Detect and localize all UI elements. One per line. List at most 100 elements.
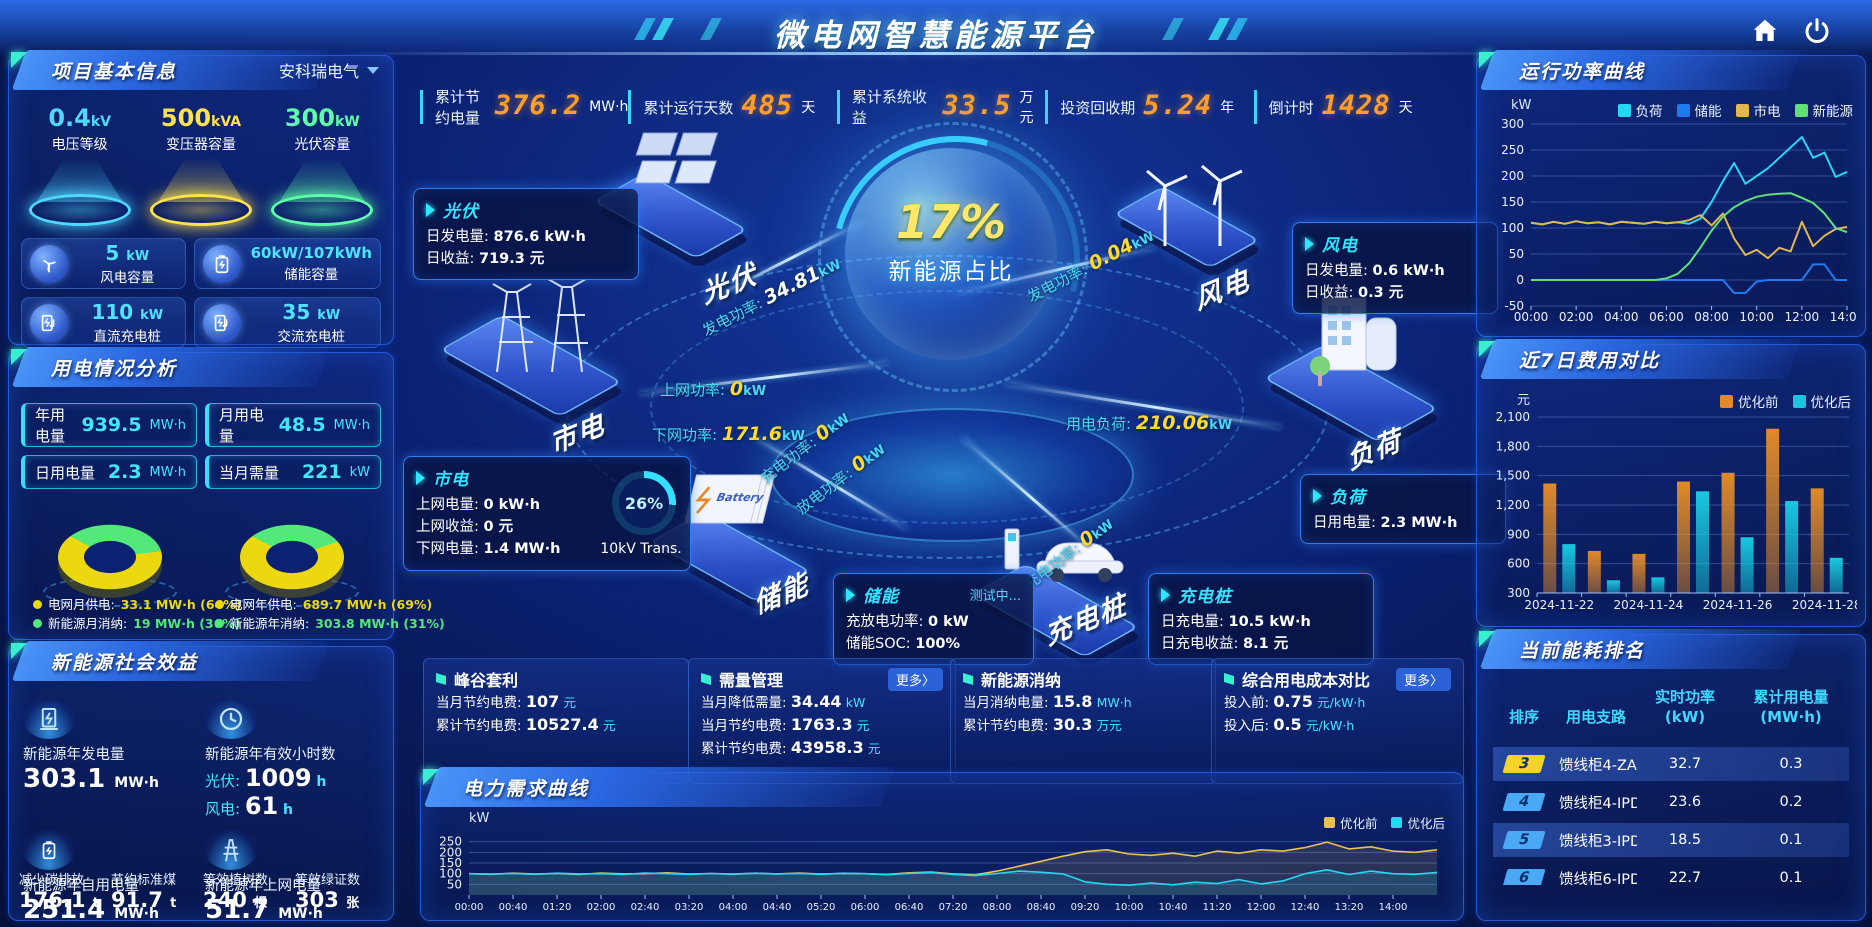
- kpi-label: 累计系统收益: [851, 88, 927, 127]
- company-select[interactable]: 安科瑞电气: [279, 58, 379, 82]
- info-box-value: 1.4 MW·h: [483, 541, 561, 557]
- podium-value: 500kVA: [140, 104, 261, 132]
- table-row[interactable]: 5 馈线柜3-IPD... 18.5 0.1: [1493, 823, 1849, 857]
- panel-benefits: 新能源社会效益 新能源年发电量 303.1 MW·h 新能源年有效小时数 光伏: 10…: [8, 641, 394, 925]
- flow-name: 下网功率:: [652, 426, 718, 444]
- y-axis-unit: kW: [469, 811, 490, 826]
- legend-item-优化后[interactable]: 优化后: [1792, 391, 1851, 411]
- flow-unit: kW: [781, 429, 805, 444]
- card-value: 107: [525, 692, 560, 711]
- charger-icon: [202, 303, 241, 342]
- svg-text:2024-11-28: 2024-11-28: [1792, 598, 1857, 612]
- info-box-row: 日发电量: 0.6 kW·h: [1305, 263, 1445, 279]
- chevron-right-icon: [1313, 488, 1322, 503]
- legend-row: 新能源年消纳: 303.8 MW·h (31%): [201, 614, 445, 633]
- legend-item-市电[interactable]: 市电: [1735, 100, 1781, 120]
- power-value: 32.7: [1668, 756, 1702, 772]
- table-row[interactable]: 3 馈线柜4-ZAL总 32.7 0.3: [1493, 747, 1849, 781]
- ranking-column-header: 实时功率 (kW): [1654, 688, 1715, 726]
- card-title-icon: [1224, 673, 1234, 685]
- info-box-负荷: 负荷 日用电量: 2.3 MW·h: [1300, 474, 1506, 544]
- more-button[interactable]: 更多〉: [887, 667, 943, 691]
- svg-text:13:20: 13:20: [1335, 902, 1364, 913]
- donut-disc: [58, 524, 162, 590]
- more-button[interactable]: 更多〉: [1395, 667, 1451, 691]
- home-icon[interactable]: [1750, 16, 1780, 46]
- capacity-value: 35 kW: [282, 300, 341, 324]
- renewable-ratio-value: 17%: [895, 195, 1007, 249]
- info-box-title-row: 充电桩: [1161, 582, 1361, 607]
- status-badge: 测试中...: [969, 589, 1021, 604]
- sphere-arc-ring: [818, 122, 1088, 392]
- legend-value: 33.1 MW·h (64%): [120, 597, 242, 612]
- svg-text:-50: -50: [1504, 299, 1524, 313]
- benefit-mini-label: 节约标准煤: [111, 873, 177, 888]
- svg-text:02:00: 02:00: [587, 902, 616, 913]
- card-unit: 元: [603, 718, 616, 733]
- chevron-right-icon: [1161, 587, 1170, 602]
- island-负荷: [1255, 297, 1443, 442]
- card-title-icon: [963, 673, 973, 685]
- capacity-card-text: 110 kW 直流充电桩: [78, 300, 177, 345]
- svg-text:1,200: 1,200: [1496, 498, 1530, 512]
- benefit-label: 新能源年上网电量: [205, 878, 321, 894]
- svg-text:10:00: 10:00: [1115, 902, 1144, 913]
- rank-cell: 6: [1493, 869, 1555, 885]
- svg-text:1,800: 1,800: [1496, 439, 1530, 453]
- info-box-title-row: 市电: [416, 465, 678, 490]
- legend-item-优化前[interactable]: 优化前: [1720, 391, 1779, 411]
- card-unit: 元: [563, 695, 577, 710]
- power-icon[interactable]: [1802, 16, 1832, 46]
- island-name-label: 风电: [1192, 264, 1254, 317]
- charger-icon: [30, 303, 68, 342]
- table-row[interactable]: 6 馈线柜6-IPD 22.7 0.1: [1493, 861, 1849, 885]
- info-box-value: 719.3 元: [479, 251, 545, 267]
- table-row[interactable]: 4 馈线柜4-IPD... 23.6 0.2: [1493, 785, 1849, 819]
- benefit-value: 61: [244, 792, 279, 820]
- transformer-label: 10kV Trans.: [600, 541, 682, 557]
- benefit-value: 251.4 MW·h: [23, 895, 159, 925]
- panel-title: 电力需求曲线: [463, 778, 590, 800]
- legend-swatch-icon: [1676, 103, 1690, 117]
- benefit-unit: MW·h: [114, 906, 159, 922]
- info-box-value: 100%: [915, 636, 961, 652]
- card-value: 0.5: [1273, 715, 1302, 734]
- benefit-blocks: 新能源年发电量 303.1 MW·h 新能源年有效小时数 光伏: 1009 h 风电: …: [23, 699, 379, 925]
- flow-value: 210.06: [1135, 412, 1210, 434]
- grid-island-icon: [438, 257, 636, 381]
- legend-item-优化前[interactable]: 优化前: [1323, 813, 1377, 832]
- legend-item-优化后[interactable]: 优化后: [1391, 813, 1445, 832]
- legend-item-新能源[interactable]: 新能源: [1794, 100, 1853, 120]
- info-box-title-row: 负荷: [1313, 483, 1493, 508]
- svg-text:04:40: 04:40: [763, 902, 792, 913]
- legend-item-储能[interactable]: 储能: [1676, 100, 1722, 120]
- info-box-value: 0.6 kW·h: [1372, 263, 1445, 279]
- panel-power-header: 运行功率曲线: [1473, 50, 1865, 90]
- card-row: 累计节约电费: 43958.3 元: [701, 738, 881, 757]
- info-box-title-row: 风电: [1305, 231, 1485, 256]
- corner-icon: [11, 643, 27, 659]
- legend-label: 新能源年消纳:: [230, 616, 310, 631]
- kpi-item: 累计运行天数 485 天: [628, 90, 836, 124]
- svg-text:300: 300: [1501, 118, 1524, 131]
- supply-donut-chart: 电网月供电: 33.1 MW·h (64%) 新能源月消纳: 19 MW·h (36%…: [19, 499, 241, 631]
- legend-item-负荷[interactable]: 负荷: [1617, 100, 1663, 120]
- flow-value: 171.6: [721, 423, 782, 445]
- benefit-unit: MW·h: [114, 775, 159, 791]
- capacity-label: 直流充电桩: [93, 329, 162, 345]
- usage-stat-value: 48.5: [278, 414, 326, 436]
- light-cone-icon: [157, 158, 244, 202]
- panel-cost-compare: 近7日费用对比 元 优化前 优化后 2,100 1,800 1,500 1,200 900…: [1476, 339, 1866, 627]
- svg-text:08:00: 08:00: [1694, 310, 1729, 324]
- summary-card-需量管理: 需量管理 更多〉 当月降低需量: 34.44 kW 当月节约电费: 1763.3 元累…: [688, 658, 956, 784]
- kpi-label: 倒计时: [1268, 98, 1314, 117]
- flow-label: 上网功率: 0kW: [660, 378, 766, 400]
- svg-text:300: 300: [1507, 586, 1530, 600]
- card-value: 1763.3: [790, 715, 853, 734]
- podium-label: 电压等级: [51, 137, 108, 153]
- panel-demand-header: 电力需求曲线: [417, 767, 1463, 807]
- info-box-value: 2.3 MW·h: [1380, 515, 1458, 531]
